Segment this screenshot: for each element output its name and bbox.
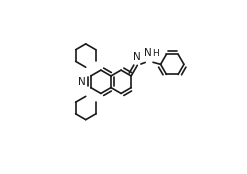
Text: N: N: [78, 77, 85, 87]
Text: H: H: [152, 49, 159, 58]
Text: N: N: [133, 52, 141, 62]
Text: N: N: [144, 48, 151, 58]
